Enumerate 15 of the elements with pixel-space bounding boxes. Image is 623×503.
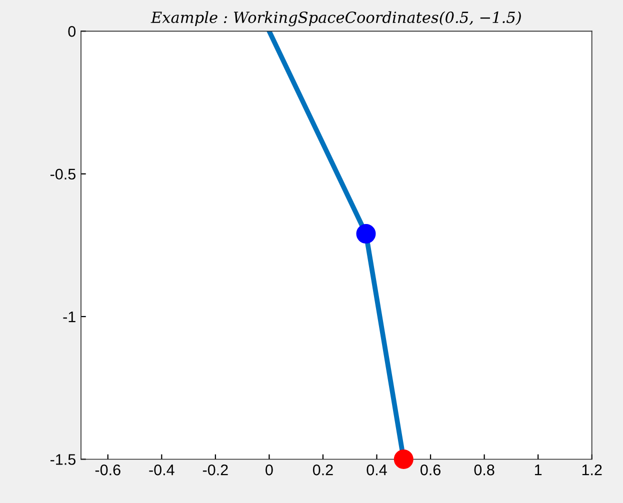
y-tick-label: -1 <box>63 312 76 322</box>
y-tick-label: -0.5 <box>50 168 76 180</box>
x-tick-label: 1.2 <box>582 464 602 476</box>
x-tick-label: 0.2 <box>312 464 333 476</box>
x-tick-label: 1 <box>534 464 542 476</box>
y-tick-label: -1.5 <box>50 454 76 465</box>
chart-title: Example : WorkingSpaceCoordinates(0.5, −1.5) <box>150 11 521 26</box>
x-tick-label: -0.2 <box>202 464 228 476</box>
x-tick-label: 0.4 <box>366 464 387 476</box>
x-tick-label: -0.6 <box>95 464 120 476</box>
x-tick-label: -0.4 <box>149 464 174 476</box>
x-tick-label: 0 <box>266 464 273 476</box>
x-tick-label: 0.8 <box>474 464 494 476</box>
y-tick-label: 0 <box>68 26 76 37</box>
x-tick-label: 0.6 <box>420 464 440 476</box>
